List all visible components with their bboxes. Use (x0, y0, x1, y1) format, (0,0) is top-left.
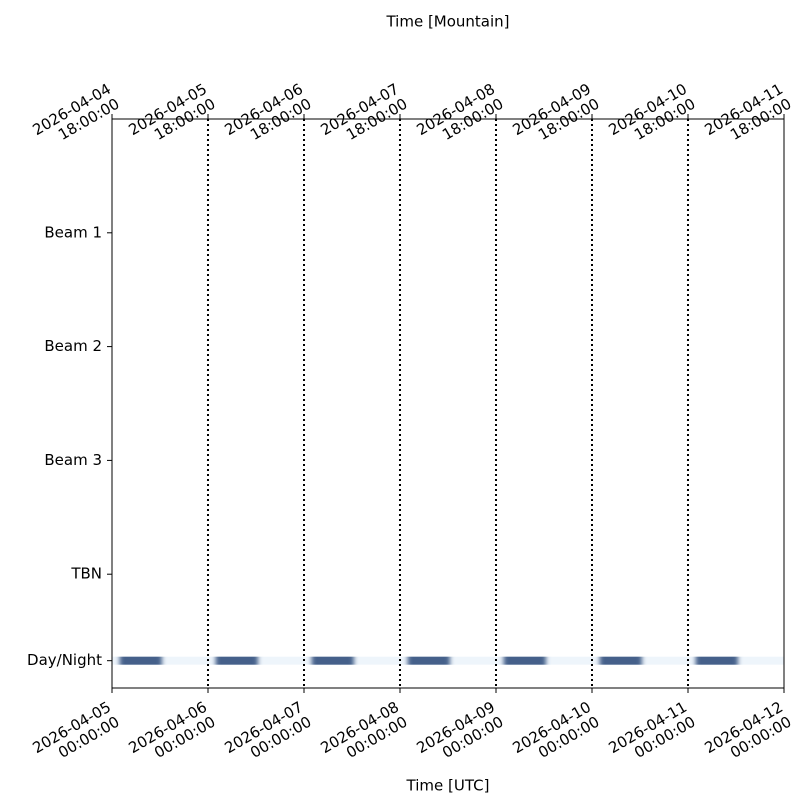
x-tick-label: 2026-04-0700:00:00 (221, 698, 314, 772)
night-segment (599, 656, 642, 665)
plot-frame (111, 118, 785, 689)
x-tick-label: 2026-04-1200:00:00 (701, 698, 794, 772)
top-x-tick-label: 2026-04-0418:00:00 (29, 80, 122, 154)
y-tick-label: TBN (70, 565, 102, 583)
top-axis-label: Time [Mountain] (385, 13, 509, 31)
x-tick-label: 2026-04-0500:00:00 (29, 698, 122, 772)
night-segment (215, 656, 258, 665)
top-x-tick-label: 2026-04-1118:00:00 (701, 80, 794, 154)
top-x-tick-label: 2026-04-1018:00:00 (605, 80, 698, 154)
y-tick-label: Beam 2 (44, 337, 102, 355)
x-tick-label: 2026-04-1100:00:00 (605, 698, 698, 772)
top-x-tick-label: 2026-04-0718:00:00 (317, 80, 410, 154)
top-x-tick-label: 2026-04-0518:00:00 (125, 80, 218, 154)
y-tick-label: Beam 1 (44, 223, 102, 241)
night-segment (119, 656, 162, 665)
x-tick-label: 2026-04-0900:00:00 (413, 698, 506, 772)
night-segment (311, 656, 354, 665)
top-x-tick-label: 2026-04-0918:00:00 (509, 80, 602, 154)
y-tick-label: Day/Night (27, 651, 102, 669)
x-tick-label: 2026-04-1000:00:00 (509, 698, 602, 772)
night-segment (695, 656, 738, 665)
y-tick-label: Beam 3 (44, 451, 102, 469)
x-tick-label: 2026-04-0600:00:00 (125, 698, 218, 772)
x-axis-label: Time [UTC] (406, 777, 490, 795)
night-segment (407, 656, 450, 665)
top-x-tick-label: 2026-04-0618:00:00 (221, 80, 314, 154)
top-x-tick-label: 2026-04-0818:00:00 (413, 80, 506, 154)
x-tick-label: 2026-04-0800:00:00 (317, 698, 410, 772)
night-segment (503, 656, 546, 665)
